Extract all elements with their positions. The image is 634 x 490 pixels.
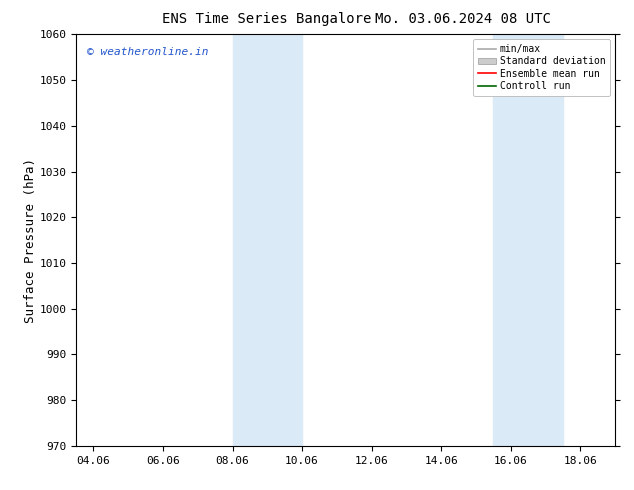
Legend: min/max, Standard deviation, Ensemble mean run, Controll run: min/max, Standard deviation, Ensemble me… xyxy=(473,39,610,96)
Text: Mo. 03.06.2024 08 UTC: Mo. 03.06.2024 08 UTC xyxy=(375,12,551,26)
Y-axis label: Surface Pressure (hPa): Surface Pressure (hPa) xyxy=(23,158,37,322)
Text: ENS Time Series Bangalore: ENS Time Series Bangalore xyxy=(162,12,371,26)
Text: © weatheronline.in: © weatheronline.in xyxy=(87,47,209,57)
Bar xyxy=(233,34,302,446)
Bar xyxy=(493,34,563,446)
